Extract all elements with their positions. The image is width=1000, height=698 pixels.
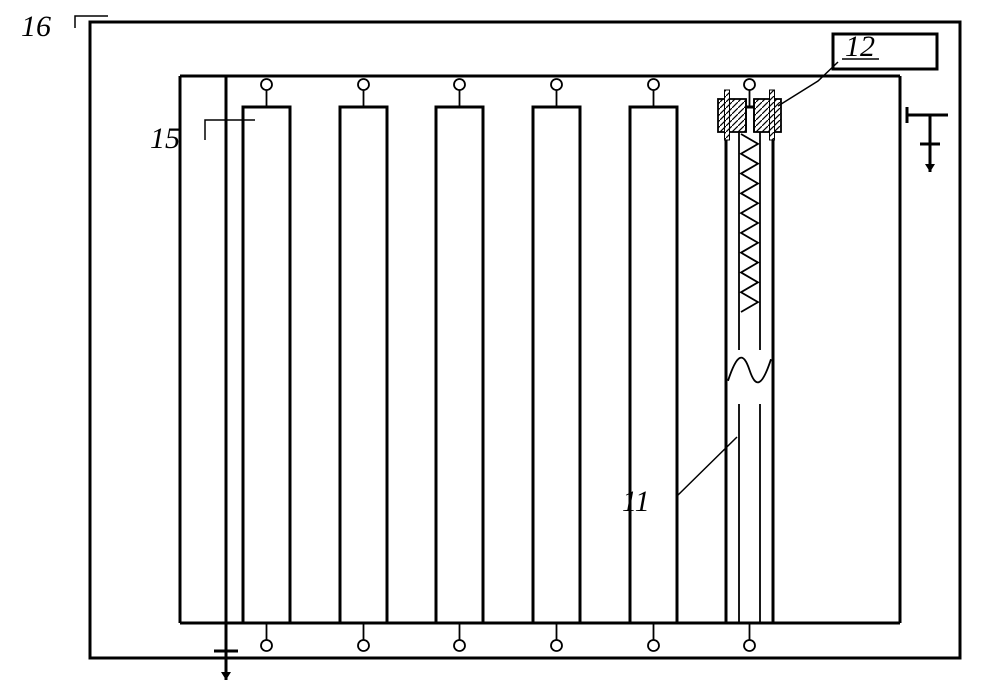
tube-5 <box>630 79 677 651</box>
label-12: 12 <box>845 30 875 63</box>
tube-1 <box>243 79 290 651</box>
flange-left <box>718 99 746 132</box>
label-16: 16 <box>21 10 51 43</box>
tube-3 <box>436 79 483 651</box>
flange-bolt-right <box>770 90 775 140</box>
outer-enclosure <box>90 22 960 658</box>
tube-2 <box>340 79 387 651</box>
flange-right <box>754 99 781 132</box>
tube-4 <box>533 79 580 651</box>
flange-bolt-left <box>725 90 730 140</box>
label-15: 15 <box>150 122 180 155</box>
tubes-group <box>243 79 773 651</box>
leader-12 <box>778 62 838 106</box>
label-11: 11 <box>622 485 650 518</box>
